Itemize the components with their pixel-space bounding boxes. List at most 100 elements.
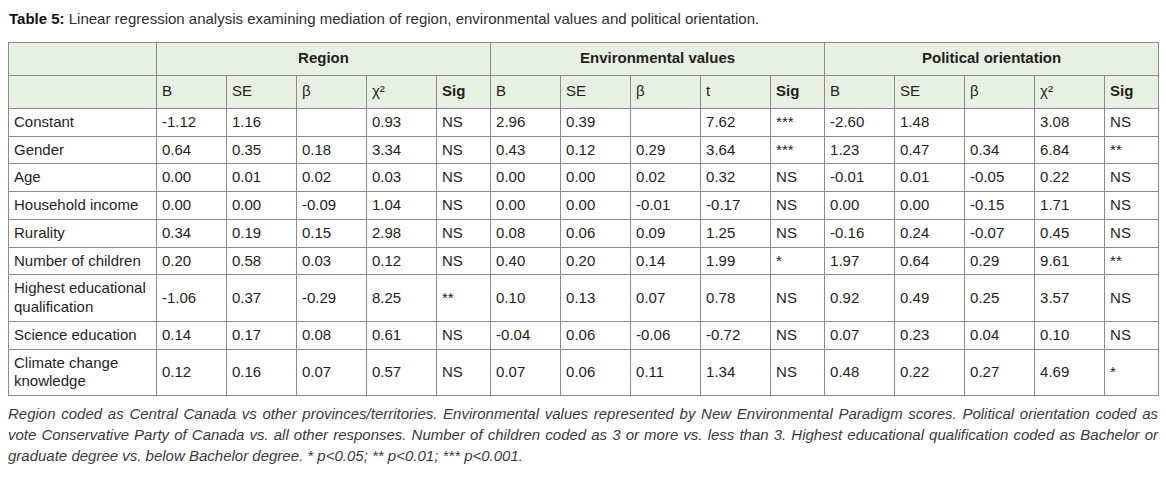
data-cell: 0.00: [491, 164, 561, 192]
data-cell: 2.98: [367, 219, 437, 247]
data-cell: 3.57: [1035, 275, 1105, 322]
data-cell: 0.37: [227, 275, 297, 322]
data-cell: 0.00: [491, 192, 561, 220]
data-cell: 0.09: [631, 219, 701, 247]
corner-cell: [9, 75, 157, 108]
sig-cell: NS: [1105, 321, 1159, 349]
row-label: Household income: [9, 192, 157, 220]
sig-cell: NS: [437, 349, 491, 396]
sig-cell: NS: [1105, 275, 1159, 322]
data-cell: 0.14: [157, 321, 227, 349]
data-cell: 0.00: [157, 192, 227, 220]
data-cell: 1.23: [825, 136, 895, 164]
data-cell: 0.00: [561, 192, 631, 220]
data-cell: 1.48: [895, 108, 965, 136]
data-cell: 0.00: [561, 164, 631, 192]
data-cell: 0.34: [965, 136, 1035, 164]
data-cell: 0.22: [895, 349, 965, 396]
data-cell: 9.61: [1035, 247, 1105, 275]
data-cell: -0.01: [825, 164, 895, 192]
data-cell: -2.60: [825, 108, 895, 136]
column-header-env-beta: β: [631, 75, 701, 108]
data-cell: 0.17: [227, 321, 297, 349]
data-cell: -0.72: [701, 321, 771, 349]
data-cell: 3.64: [701, 136, 771, 164]
data-cell: 0.01: [227, 164, 297, 192]
sig-cell: **: [1105, 136, 1159, 164]
data-cell: 0.29: [631, 136, 701, 164]
data-cell: 0.24: [895, 219, 965, 247]
table-row: Number of children0.200.580.030.12NS0.40…: [9, 247, 1159, 275]
data-cell: 0.04: [965, 321, 1035, 349]
column-header-region-se: SE: [227, 75, 297, 108]
column-header-region-beta: β: [297, 75, 367, 108]
table-row: Constant-1.121.160.93NS2.960.397.62***-2…: [9, 108, 1159, 136]
data-cell: 0.23: [895, 321, 965, 349]
page: Table 5: Linear regression analysis exam…: [0, 0, 1166, 489]
sig-cell: NS: [1105, 192, 1159, 220]
data-cell: 0.08: [297, 321, 367, 349]
data-cell: 0.07: [631, 275, 701, 322]
data-cell: 0.02: [631, 164, 701, 192]
data-cell: 6.84: [1035, 136, 1105, 164]
data-cell: 0.19: [227, 219, 297, 247]
data-cell: 0.25: [965, 275, 1035, 322]
data-cell: 0.12: [157, 349, 227, 396]
data-cell: 8.25: [367, 275, 437, 322]
data-cell: 0.10: [491, 275, 561, 322]
data-cell: 1.99: [701, 247, 771, 275]
data-cell: -0.16: [825, 219, 895, 247]
sig-cell: NS: [771, 164, 825, 192]
data-cell: 0.06: [561, 321, 631, 349]
data-cell: [631, 108, 701, 136]
table-caption-text: Linear regression analysis examining med…: [65, 10, 760, 27]
sig-cell: NS: [771, 192, 825, 220]
data-cell: 0.01: [895, 164, 965, 192]
row-label: Highest educational qualification: [9, 275, 157, 322]
sig-cell: NS: [437, 247, 491, 275]
data-cell: -1.06: [157, 275, 227, 322]
data-cell: 7.62: [701, 108, 771, 136]
sig-cell: *: [771, 247, 825, 275]
group-header-row: Region Environmental values Political or…: [9, 42, 1159, 75]
table-row: Science education0.140.170.080.61NS-0.04…: [9, 321, 1159, 349]
data-cell: 1.34: [701, 349, 771, 396]
data-cell: 0.12: [367, 247, 437, 275]
data-cell: 1.71: [1035, 192, 1105, 220]
data-cell: 0.64: [895, 247, 965, 275]
data-cell: 0.07: [825, 321, 895, 349]
data-cell: 0.22: [1035, 164, 1105, 192]
data-cell: 0.12: [561, 136, 631, 164]
data-cell: -0.29: [297, 275, 367, 322]
column-header-env-sig: Sig: [771, 75, 825, 108]
sig-cell: NS: [437, 164, 491, 192]
sig-cell: NS: [1105, 164, 1159, 192]
data-cell: 0.16: [227, 349, 297, 396]
row-label: Science education: [9, 321, 157, 349]
table-row: Household income0.000.00-0.091.04NS0.000…: [9, 192, 1159, 220]
sig-cell: NS: [437, 321, 491, 349]
data-cell: 1.16: [227, 108, 297, 136]
group-header-political-orientation: Political orientation: [825, 42, 1159, 75]
data-cell: -0.17: [701, 192, 771, 220]
table-row: Gender0.640.350.183.34NS0.430.120.293.64…: [9, 136, 1159, 164]
data-cell: 0.03: [367, 164, 437, 192]
sig-cell: NS: [771, 275, 825, 322]
data-cell: 0.02: [297, 164, 367, 192]
column-header-region-b: B: [157, 75, 227, 108]
sig-cell: NS: [437, 136, 491, 164]
column-header-pol-se: SE: [895, 75, 965, 108]
data-cell: 0.03: [297, 247, 367, 275]
table-caption: Table 5: Linear regression analysis exam…: [9, 10, 1158, 29]
data-cell: 1.97: [825, 247, 895, 275]
table-footnote: Region coded as Central Canada vs other …: [8, 403, 1158, 466]
sig-cell: **: [1105, 247, 1159, 275]
data-cell: 0.49: [895, 275, 965, 322]
data-cell: 0.00: [895, 192, 965, 220]
data-cell: -1.12: [157, 108, 227, 136]
table-row: Rurality0.340.190.152.98NS0.080.060.091.…: [9, 219, 1159, 247]
data-cell: 0.20: [561, 247, 631, 275]
data-cell: 0.35: [227, 136, 297, 164]
table-row: Highest educational qualification-1.060.…: [9, 275, 1159, 322]
data-cell: 3.34: [367, 136, 437, 164]
